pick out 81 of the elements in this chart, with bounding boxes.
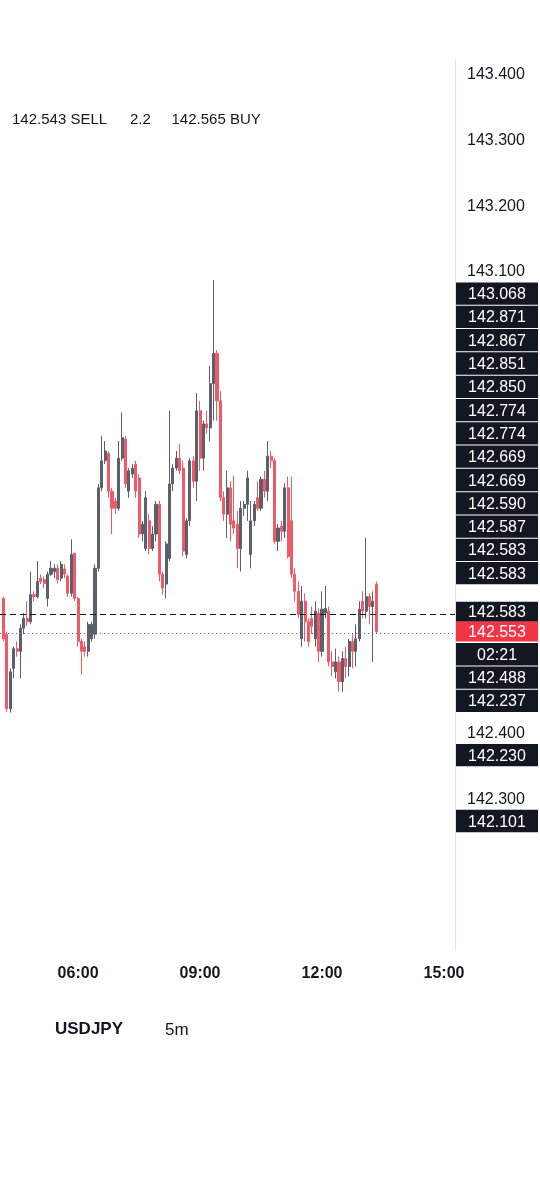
y-tick-label: 143.400 (467, 64, 525, 82)
candlestick (283, 482, 286, 539)
text: 142.230 (468, 746, 527, 764)
candlestick (199, 400, 202, 472)
candlestick (60, 560, 63, 582)
text: 142.488 (468, 669, 527, 687)
text: 142.237 (468, 692, 527, 710)
text: 142.587 (468, 518, 527, 536)
candlestick (371, 590, 374, 663)
candlestick (144, 490, 147, 552)
candlestick (375, 580, 378, 635)
text: 142.867 (468, 331, 527, 349)
candlestick (259, 476, 263, 512)
candlestick (202, 420, 205, 472)
candlestick (256, 480, 259, 512)
text: 142.583 (468, 564, 527, 582)
candlestick (36, 560, 39, 600)
candlestick (32, 590, 36, 602)
y-tick-label: 142.300 (467, 789, 525, 807)
annotation: 2.2 (130, 109, 151, 127)
candlestick (39, 573, 42, 585)
text: USDJPY (55, 1019, 124, 1038)
candlestick (351, 633, 354, 669)
y-tick-label: 142.400 (467, 723, 525, 741)
text: 02:21 (476, 645, 518, 663)
candlestick (26, 600, 29, 627)
candlestick (192, 455, 195, 489)
candlestick (205, 410, 208, 435)
text: 142.669 (468, 448, 527, 466)
ref-line-label: 142.583 (468, 603, 527, 621)
candlestick (280, 520, 283, 542)
candlestick (29, 571, 32, 625)
x-tick-label: 12:00 (301, 963, 343, 981)
candlestick (365, 537, 368, 619)
candlestick (334, 648, 337, 679)
candlestick (317, 608, 320, 663)
text: 142.101 (468, 812, 527, 830)
annotation: 142.543 SELL (12, 109, 108, 127)
candlestick (127, 467, 130, 499)
candlestick (87, 621, 90, 658)
candlestick (320, 590, 324, 658)
text: 5m (165, 1020, 189, 1039)
candlestick (266, 440, 269, 502)
candlestick (263, 470, 266, 499)
text: 142.851 (468, 355, 527, 373)
candlestick (16, 640, 19, 658)
text: 142.871 (468, 308, 527, 326)
y-tick-label: 143.200 (467, 196, 525, 214)
candlestick (368, 592, 371, 625)
candlestick (195, 392, 198, 502)
candlestick (43, 575, 46, 589)
candlestick (226, 470, 229, 539)
x-tick-label: 15:00 (423, 963, 465, 981)
text: 142.850 (468, 378, 527, 396)
candlestick (300, 585, 303, 648)
x-tick-label: 06:00 (57, 963, 99, 981)
y-tick-label: 143.300 (467, 130, 525, 148)
candlestick (314, 600, 317, 648)
text: 142.669 (468, 471, 527, 489)
candlestick (53, 563, 56, 579)
candlestick (239, 500, 242, 573)
text: 142.774 (468, 424, 527, 442)
y-tick-label: 143.100 (467, 262, 525, 280)
text: 143.068 (468, 285, 527, 303)
text: 142.590 (468, 494, 527, 512)
text: 142.774 (468, 401, 527, 419)
candlestick (337, 656, 341, 693)
candlestick (341, 650, 344, 693)
candlestick (148, 513, 151, 555)
annotation: 142.565 BUY (171, 109, 261, 127)
candlestick (348, 638, 351, 677)
candlestick (124, 435, 127, 489)
candlestick (229, 480, 232, 542)
x-tick-label: 09:00 (179, 963, 221, 981)
text: 142.583 (468, 541, 527, 559)
candlestick (361, 590, 364, 619)
candlestick (56, 563, 59, 584)
candlestick (276, 523, 280, 552)
ref-line-label: 142.553 (468, 623, 527, 641)
candlestick (344, 646, 347, 679)
candlestick (70, 538, 73, 598)
